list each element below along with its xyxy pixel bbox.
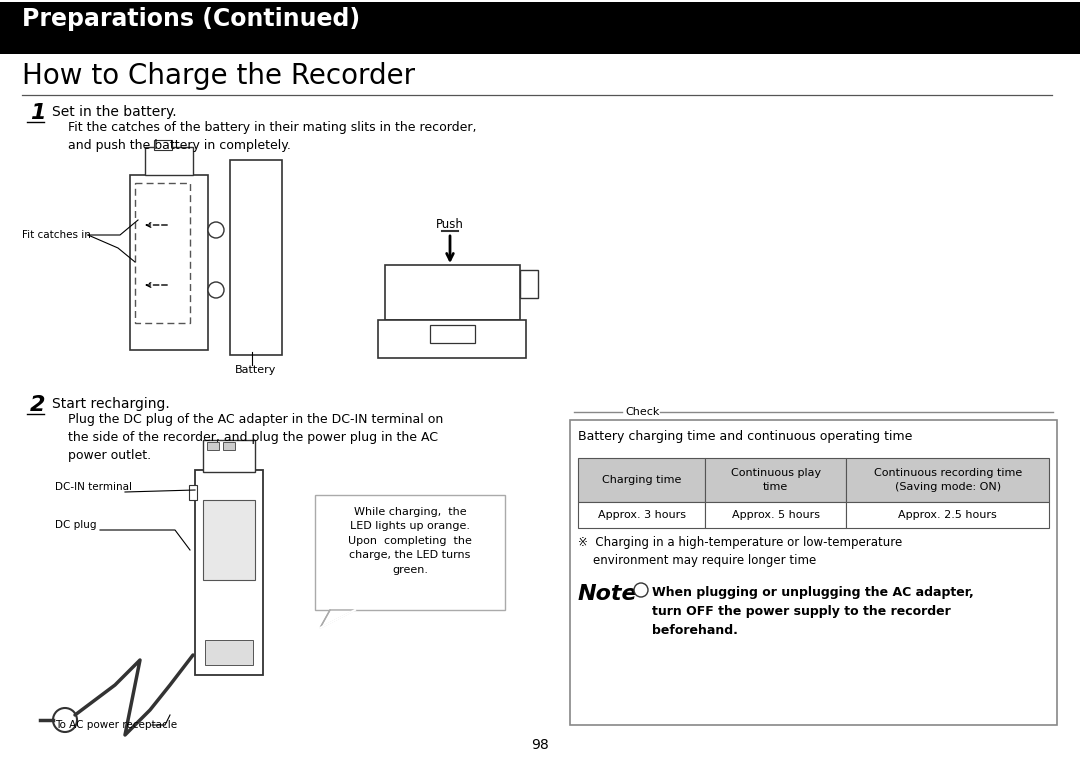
Circle shape — [53, 708, 77, 732]
FancyBboxPatch shape — [205, 640, 253, 665]
Text: Plug the DC plug of the AC adapter in the DC-IN terminal on
the side of the reco: Plug the DC plug of the AC adapter in th… — [68, 413, 443, 462]
FancyBboxPatch shape — [570, 420, 1057, 725]
Text: Battery: Battery — [235, 365, 276, 375]
FancyBboxPatch shape — [847, 458, 1049, 502]
FancyBboxPatch shape — [705, 458, 847, 502]
FancyBboxPatch shape — [315, 495, 505, 610]
FancyBboxPatch shape — [578, 458, 705, 502]
Text: Continuous play
time: Continuous play time — [731, 468, 821, 492]
FancyBboxPatch shape — [203, 440, 255, 472]
Text: ※  Charging in a high-temperature or low-temperature
    environment may require: ※ Charging in a high-temperature or low-… — [578, 536, 902, 567]
Circle shape — [634, 583, 648, 597]
Text: Continuous recording time
(Saving mode: ON): Continuous recording time (Saving mode: … — [874, 468, 1022, 492]
Text: Approx. 3 hours: Approx. 3 hours — [597, 510, 686, 520]
FancyBboxPatch shape — [154, 140, 172, 150]
Text: 98: 98 — [531, 738, 549, 752]
FancyBboxPatch shape — [203, 500, 255, 580]
Text: 1: 1 — [30, 103, 45, 123]
Text: Push: Push — [436, 218, 464, 231]
Circle shape — [383, 329, 403, 349]
Text: Approx. 2.5 hours: Approx. 2.5 hours — [899, 510, 997, 520]
FancyBboxPatch shape — [0, 2, 1080, 54]
FancyBboxPatch shape — [230, 160, 282, 355]
Text: While charging,  the
LED lights up orange.
Upon  completing  the
charge, the LED: While charging, the LED lights up orange… — [348, 507, 472, 575]
Text: 2: 2 — [30, 395, 45, 415]
Text: Set in the battery.: Set in the battery. — [52, 105, 177, 119]
FancyBboxPatch shape — [130, 175, 208, 350]
FancyBboxPatch shape — [705, 502, 847, 528]
FancyBboxPatch shape — [222, 442, 235, 450]
Text: Note: Note — [578, 584, 637, 604]
FancyBboxPatch shape — [207, 442, 219, 450]
FancyBboxPatch shape — [195, 470, 264, 675]
Text: Preparations (Continued): Preparations (Continued) — [22, 7, 360, 31]
Text: Charging time: Charging time — [602, 475, 681, 485]
FancyBboxPatch shape — [847, 502, 1049, 528]
Circle shape — [208, 222, 224, 238]
FancyBboxPatch shape — [189, 485, 197, 500]
Text: DC plug: DC plug — [55, 520, 96, 530]
Text: Battery charging time and continuous operating time: Battery charging time and continuous ope… — [578, 430, 913, 443]
Circle shape — [208, 282, 224, 298]
FancyBboxPatch shape — [578, 502, 705, 528]
Text: When plugging or unplugging the AC adapter,
turn OFF the power supply to the rec: When plugging or unplugging the AC adapt… — [652, 586, 974, 637]
Text: Fit catches in: Fit catches in — [22, 230, 91, 240]
FancyBboxPatch shape — [519, 270, 538, 298]
Text: DC-IN terminal: DC-IN terminal — [55, 482, 132, 492]
Text: Fit the catches of the battery in their mating slits in the recorder,
and push t: Fit the catches of the battery in their … — [68, 121, 476, 152]
Text: How to Charge the Recorder: How to Charge the Recorder — [22, 62, 415, 90]
FancyBboxPatch shape — [378, 320, 526, 358]
Text: To AC power receptacle: To AC power receptacle — [55, 720, 177, 730]
FancyBboxPatch shape — [145, 147, 193, 175]
Polygon shape — [320, 610, 355, 628]
FancyBboxPatch shape — [430, 325, 475, 343]
Text: Check: Check — [625, 407, 660, 417]
FancyBboxPatch shape — [384, 265, 519, 320]
Text: Approx. 5 hours: Approx. 5 hours — [732, 510, 820, 520]
Text: Start recharging.: Start recharging. — [52, 397, 170, 411]
